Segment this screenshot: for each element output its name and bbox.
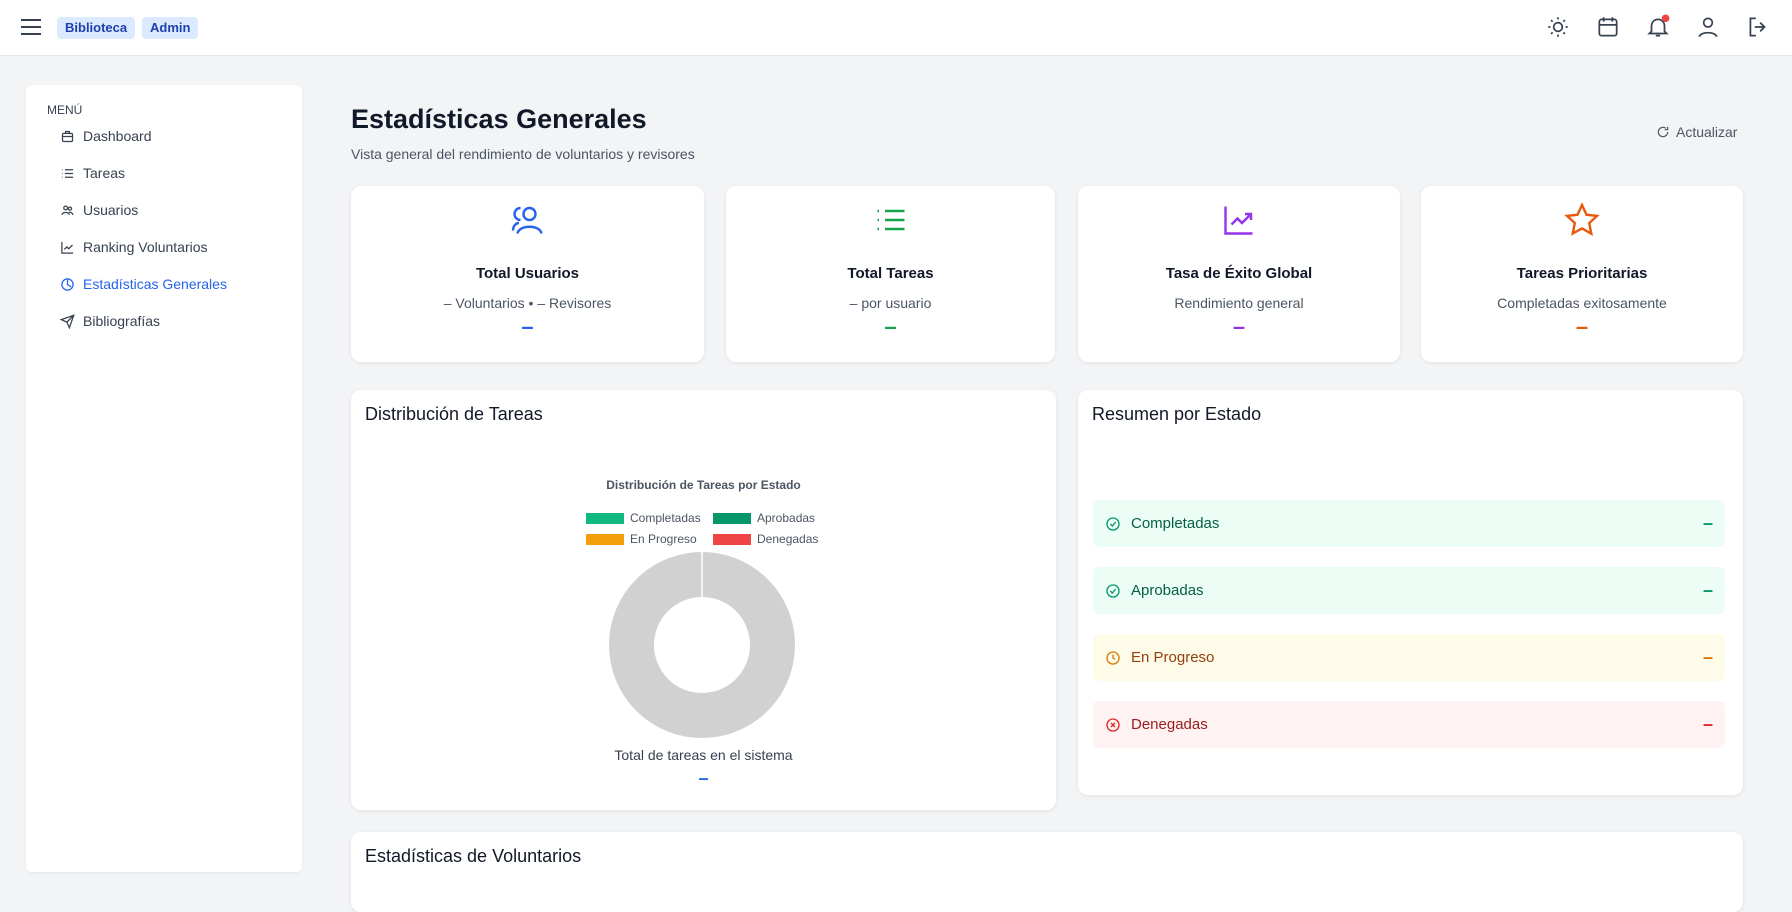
- menu-text: Ranking Voluntarios: [83, 239, 208, 255]
- menu-icon: [60, 313, 75, 329]
- stat-subtitle: Completadas exitosamente: [1497, 295, 1667, 311]
- badge: Biblioteca: [57, 17, 136, 39]
- panel-title: Estadísticas de Voluntarios: [365, 846, 582, 866]
- status-label: Completadas: [1131, 515, 1220, 532]
- status-icon: [1106, 717, 1120, 732]
- status-row: Denegadas –: [1093, 701, 1725, 748]
- status-label: Aprobadas: [1131, 582, 1204, 599]
- page-title: Estadísticas Generales: [351, 104, 647, 134]
- menu-icon: [61, 205, 74, 215]
- menu-toggle[interactable]: [20, 17, 42, 37]
- volunteers-panel: Estadísticas de Voluntarios: [351, 832, 1743, 912]
- stat-subtitle: – Voluntarios • – Revisores: [443, 295, 612, 311]
- stat-card: Tasa de Éxito Global Rendimiento general…: [1078, 186, 1400, 362]
- status-value: –: [1702, 714, 1713, 734]
- stat-subtitle: Rendimiento general: [1174, 295, 1304, 311]
- notifications-button[interactable]: [1645, 14, 1671, 40]
- page-subtitle: Vista general del rendimiento de volunta…: [351, 146, 695, 162]
- legend-item: En Progreso: [586, 532, 697, 546]
- stat-value: –: [521, 314, 534, 339]
- stat-icon: [877, 209, 904, 231]
- refresh-icon: [1657, 126, 1669, 138]
- stat-title: Total Usuarios: [475, 265, 580, 282]
- stat-value: –: [1575, 314, 1589, 339]
- calendar-button[interactable]: [1595, 14, 1621, 40]
- chart-caption: Total de tareas en el sistema: [614, 747, 793, 763]
- top-bar: Biblioteca Admin: [0, 0, 1792, 56]
- distribution-panel: Distribución de Tareas Distribución de T…: [351, 390, 1056, 810]
- menu-item[interactable]: Tareas: [60, 159, 125, 187]
- badge: Admin: [142, 17, 199, 39]
- legend-item: Aprobadas: [713, 511, 815, 525]
- legend-item: Completadas: [586, 511, 701, 525]
- status-label: En Progreso: [1131, 649, 1215, 666]
- logout-button[interactable]: [1745, 14, 1771, 40]
- status-value: –: [1702, 513, 1713, 533]
- stat-card: Total Tareas – por usuario –: [726, 186, 1055, 362]
- menu-item[interactable]: Estadísticas Generales: [60, 270, 227, 298]
- refresh-label: Actualizar: [1676, 124, 1738, 140]
- status-icon: [1106, 583, 1120, 598]
- status-row: En Progreso –: [1093, 634, 1725, 681]
- profile-button[interactable]: [1695, 14, 1721, 40]
- menu-text: Estadísticas Generales: [83, 276, 227, 292]
- status-row: Completadas –: [1093, 500, 1725, 547]
- status-icon: [1106, 516, 1120, 531]
- refresh-button[interactable]: Actualizar: [1656, 124, 1737, 140]
- legend-label: En Progreso: [630, 532, 697, 546]
- menu-text: Usuarios: [83, 202, 139, 218]
- summary-panel: Resumen por Estado Completadas – Aprobad…: [1078, 390, 1743, 795]
- menu-label: MENÚ: [47, 103, 83, 117]
- legend-label: Completadas: [630, 511, 701, 525]
- stat-value: –: [1232, 314, 1246, 339]
- menu-icon: [61, 130, 74, 142]
- legend-swatch: [713, 512, 751, 524]
- stat-card: Tareas Prioritarias Completadas exitosam…: [1421, 186, 1743, 362]
- stat-icon: [511, 206, 543, 234]
- legend-label: Denegadas: [757, 532, 819, 546]
- legend-swatch: [586, 512, 624, 524]
- menu-item[interactable]: Dashboard: [60, 122, 152, 150]
- menu-item[interactable]: Usuarios: [60, 196, 138, 224]
- stat-value: –: [884, 314, 897, 339]
- stat-card: Total Usuarios – Voluntarios • – Revisor…: [351, 186, 704, 362]
- menu-text: Tareas: [83, 165, 126, 181]
- legend-label: Aprobadas: [757, 511, 816, 525]
- stat-icon: [1224, 206, 1253, 235]
- menu-text: Dashboard: [83, 128, 152, 144]
- legend-item: Denegadas: [713, 532, 818, 546]
- status-value: –: [1702, 647, 1713, 667]
- legend-swatch: [586, 533, 624, 545]
- theme-toggle[interactable]: [1545, 14, 1571, 40]
- stat-subtitle: – por usuario: [849, 295, 932, 311]
- menu-text: Bibliografías: [83, 313, 161, 329]
- stat-title: Tareas Prioritarias: [1516, 265, 1648, 282]
- panel-title: Resumen por Estado: [1092, 404, 1262, 424]
- stat-icon: [1564, 202, 1600, 236]
- menu-icon: [61, 277, 74, 291]
- sidebar: MENÚ Dashboard Tareas Usuarios Ranking V…: [26, 85, 302, 872]
- status-row: Aprobadas –: [1093, 567, 1725, 614]
- menu-item[interactable]: Ranking Voluntarios: [60, 233, 208, 261]
- panel-title: Distribución de Tareas: [365, 404, 543, 424]
- stat-title: Tasa de Éxito Global: [1165, 265, 1313, 282]
- legend-swatch: [713, 533, 751, 545]
- status-value: –: [1702, 580, 1713, 600]
- menu-icon: [61, 241, 74, 254]
- chart-title: Distribución de Tareas por Estado: [606, 478, 801, 492]
- status-icon: [1106, 650, 1120, 665]
- menu-item[interactable]: Bibliografías: [60, 307, 160, 335]
- total-value: –: [698, 768, 709, 788]
- menu-icon: [61, 168, 74, 178]
- status-label: Denegadas: [1131, 716, 1208, 733]
- stat-title: Total Tareas: [847, 265, 934, 282]
- donut: [609, 551, 795, 738]
